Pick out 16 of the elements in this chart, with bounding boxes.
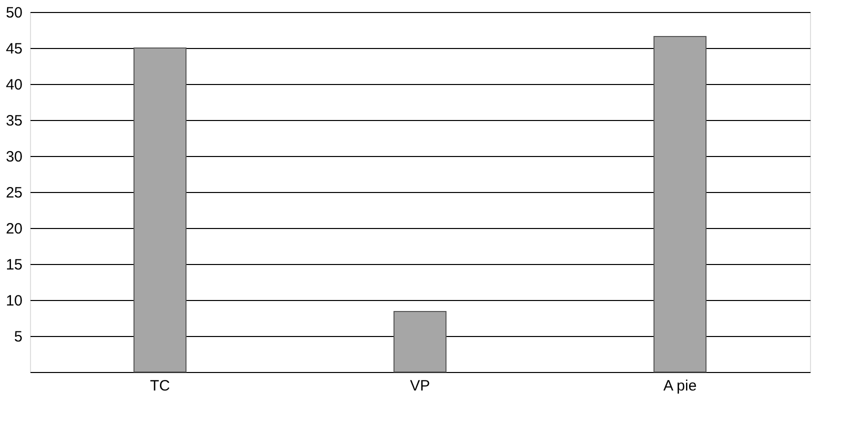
y-tick-label: 40 <box>6 76 22 94</box>
y-tick-label: 30 <box>6 148 22 166</box>
bar <box>394 311 446 372</box>
y-tick-label: 15 <box>6 256 22 274</box>
y-tick-label: 35 <box>6 112 22 130</box>
y-tick-label: 50 <box>6 4 22 22</box>
x-tick-label: TC <box>150 378 170 394</box>
bar <box>134 48 186 372</box>
y-tick-label: 25 <box>6 184 22 202</box>
x-tick-label: A pie <box>663 378 697 394</box>
x-tick-label: VP <box>410 378 430 394</box>
y-tick-label: 45 <box>6 40 22 58</box>
bar <box>654 36 706 372</box>
y-tick-label: 10 <box>6 292 22 310</box>
y-tick-label: 5 <box>14 328 22 346</box>
y-tick-label: 20 <box>6 220 22 238</box>
